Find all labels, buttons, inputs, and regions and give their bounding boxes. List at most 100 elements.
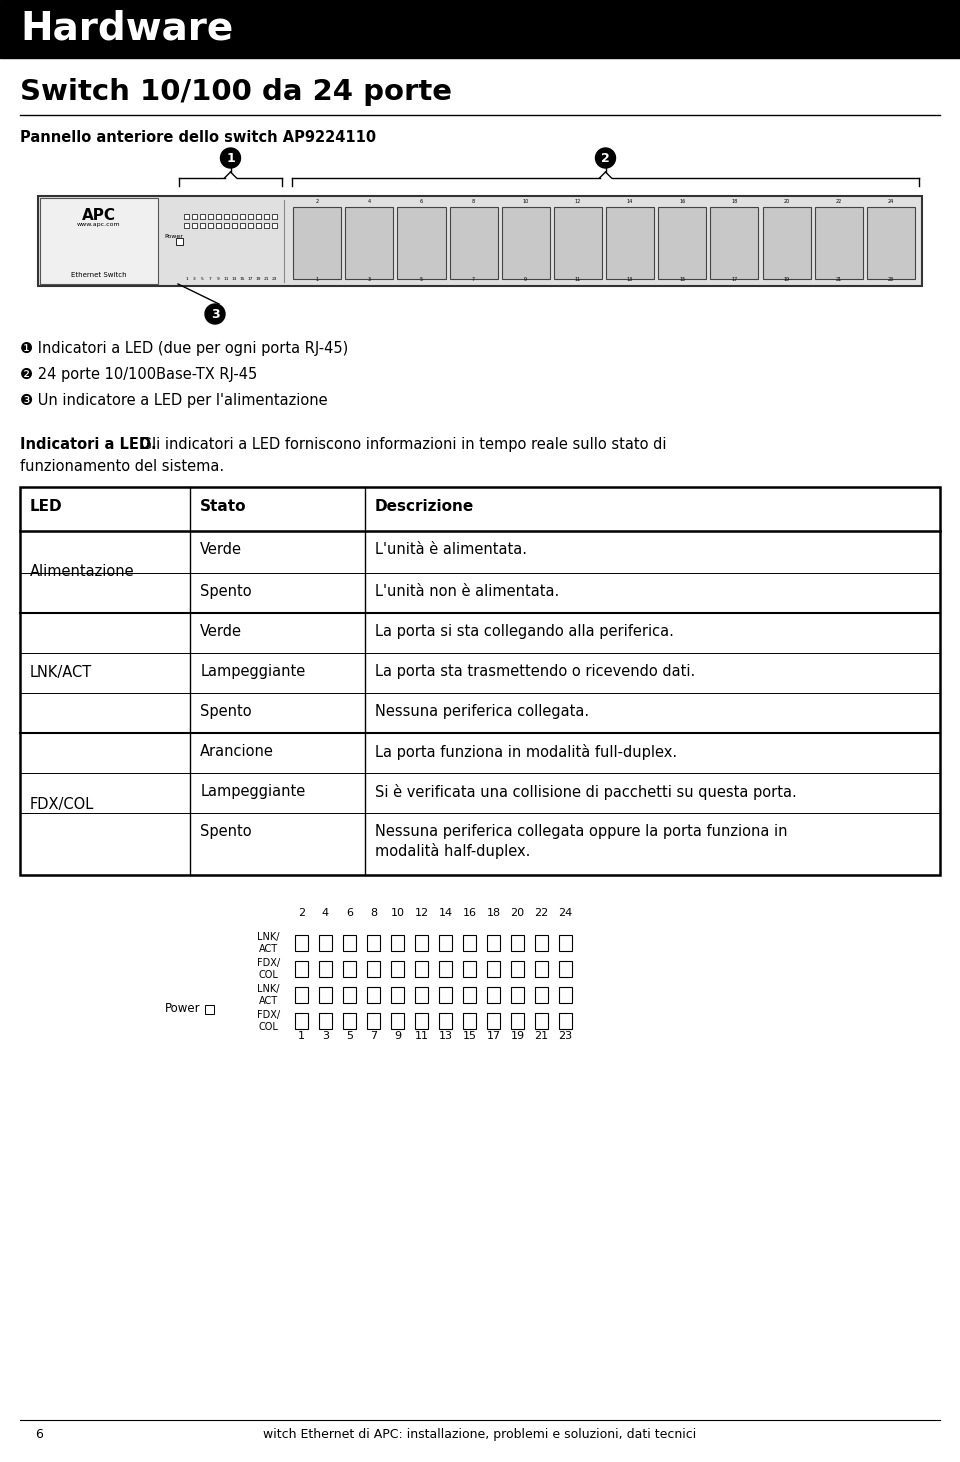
Bar [295, 987, 308, 1003]
Text: Arancione: Arancione [201, 744, 274, 759]
Text: Ethernet Switch: Ethernet Switch [71, 272, 127, 278]
Text: 5: 5 [420, 276, 423, 282]
Text: FDX/
COL: FDX/ COL [257, 1010, 280, 1032]
Text: 21: 21 [264, 276, 269, 281]
Text: 8: 8 [472, 199, 475, 205]
Bar [38, 196, 922, 287]
Text: Power: Power [164, 1001, 200, 1015]
Text: 5: 5 [346, 1031, 353, 1041]
Bar [463, 961, 476, 977]
Bar [295, 936, 308, 950]
Bar [554, 208, 602, 279]
Circle shape [205, 304, 225, 325]
Text: 7: 7 [472, 276, 475, 282]
Text: 3: 3 [210, 307, 219, 320]
Bar [319, 1013, 332, 1029]
Bar [264, 224, 269, 228]
Bar [295, 961, 308, 977]
Text: 14: 14 [627, 199, 634, 205]
Text: 18: 18 [732, 199, 737, 205]
Bar [367, 961, 380, 977]
Text: LNK/ACT: LNK/ACT [30, 665, 92, 680]
Text: 23: 23 [888, 276, 894, 282]
Bar [176, 238, 183, 246]
Text: 13: 13 [231, 276, 237, 281]
Text: Power: Power [164, 234, 182, 238]
Text: Spento: Spento [201, 825, 252, 839]
Bar [762, 208, 810, 279]
Text: Pannello anteriore dello switch AP9224110: Pannello anteriore dello switch AP922411… [20, 130, 376, 145]
Bar [535, 961, 548, 977]
Bar [439, 1013, 452, 1029]
Text: 19: 19 [255, 276, 261, 281]
Bar [319, 987, 332, 1003]
Bar [192, 213, 197, 219]
Bar [415, 1013, 428, 1029]
Bar [511, 936, 524, 950]
Text: 11: 11 [415, 1031, 428, 1041]
Bar [367, 936, 380, 950]
Text: 8: 8 [370, 908, 377, 918]
Text: Verde: Verde [201, 542, 242, 557]
Text: 9: 9 [217, 276, 220, 281]
Text: 15: 15 [463, 1031, 476, 1041]
Text: 18: 18 [487, 908, 500, 918]
Bar [256, 224, 261, 228]
Bar [367, 987, 380, 1003]
Text: Switch 10/100 da 24 porte: Switch 10/100 da 24 porte [20, 77, 452, 107]
Text: 1: 1 [316, 276, 319, 282]
Text: APC: APC [82, 208, 116, 224]
Text: 20: 20 [783, 199, 790, 205]
Bar [0, 0, 960, 58]
Bar [867, 208, 915, 279]
Bar [487, 936, 500, 950]
Text: 11: 11 [575, 276, 581, 282]
Text: Nessuna periferica collegata oppure la porta funziona in: Nessuna periferica collegata oppure la p… [375, 825, 787, 839]
Text: 6: 6 [346, 908, 353, 918]
Text: 12: 12 [575, 199, 581, 205]
Bar [272, 213, 277, 219]
Bar [463, 936, 476, 950]
Text: 6: 6 [35, 1428, 43, 1442]
Text: 5: 5 [201, 276, 204, 281]
Bar [391, 936, 404, 950]
Bar [511, 987, 524, 1003]
Bar [256, 213, 261, 219]
Bar [319, 961, 332, 977]
Bar [535, 987, 548, 1003]
Bar [232, 224, 237, 228]
Text: Si è verificata una collisione di pacchetti su questa porta.: Si è verificata una collisione di pacche… [375, 784, 797, 800]
Text: L'unità è alimentata.: L'unità è alimentata. [375, 542, 527, 557]
Bar [240, 224, 245, 228]
Text: 12: 12 [415, 908, 428, 918]
Text: La porta si sta collegando alla periferica.: La porta si sta collegando alla periferi… [375, 624, 674, 639]
Bar [224, 213, 229, 219]
Text: 17: 17 [248, 276, 253, 281]
Text: 9: 9 [524, 276, 527, 282]
Text: 20: 20 [511, 908, 524, 918]
Bar [295, 1013, 308, 1029]
Text: 13: 13 [627, 276, 634, 282]
Text: La porta funziona in modalità full-duplex.: La porta funziona in modalità full-duple… [375, 744, 677, 760]
Text: 1: 1 [298, 1031, 305, 1041]
Circle shape [595, 148, 615, 168]
Text: 7: 7 [209, 276, 212, 281]
Text: 15: 15 [240, 276, 246, 281]
Bar [293, 208, 341, 279]
Text: LNK/
ACT: LNK/ ACT [257, 933, 280, 953]
Bar [449, 208, 497, 279]
Bar [415, 987, 428, 1003]
Bar [319, 936, 332, 950]
Text: Gli indicatori a LED forniscono informazioni in tempo reale sullo stato di: Gli indicatori a LED forniscono informaz… [135, 437, 666, 452]
Bar [343, 1013, 356, 1029]
Text: FDX/
COL: FDX/ COL [257, 958, 280, 980]
Text: 16: 16 [679, 199, 685, 205]
Text: 1: 1 [185, 276, 188, 281]
Text: 19: 19 [783, 276, 790, 282]
Text: 4: 4 [322, 908, 329, 918]
Text: 9: 9 [394, 1031, 401, 1041]
Text: 19: 19 [511, 1031, 524, 1041]
Text: www.apc.com: www.apc.com [77, 222, 121, 227]
Bar [232, 213, 237, 219]
Bar [559, 987, 572, 1003]
